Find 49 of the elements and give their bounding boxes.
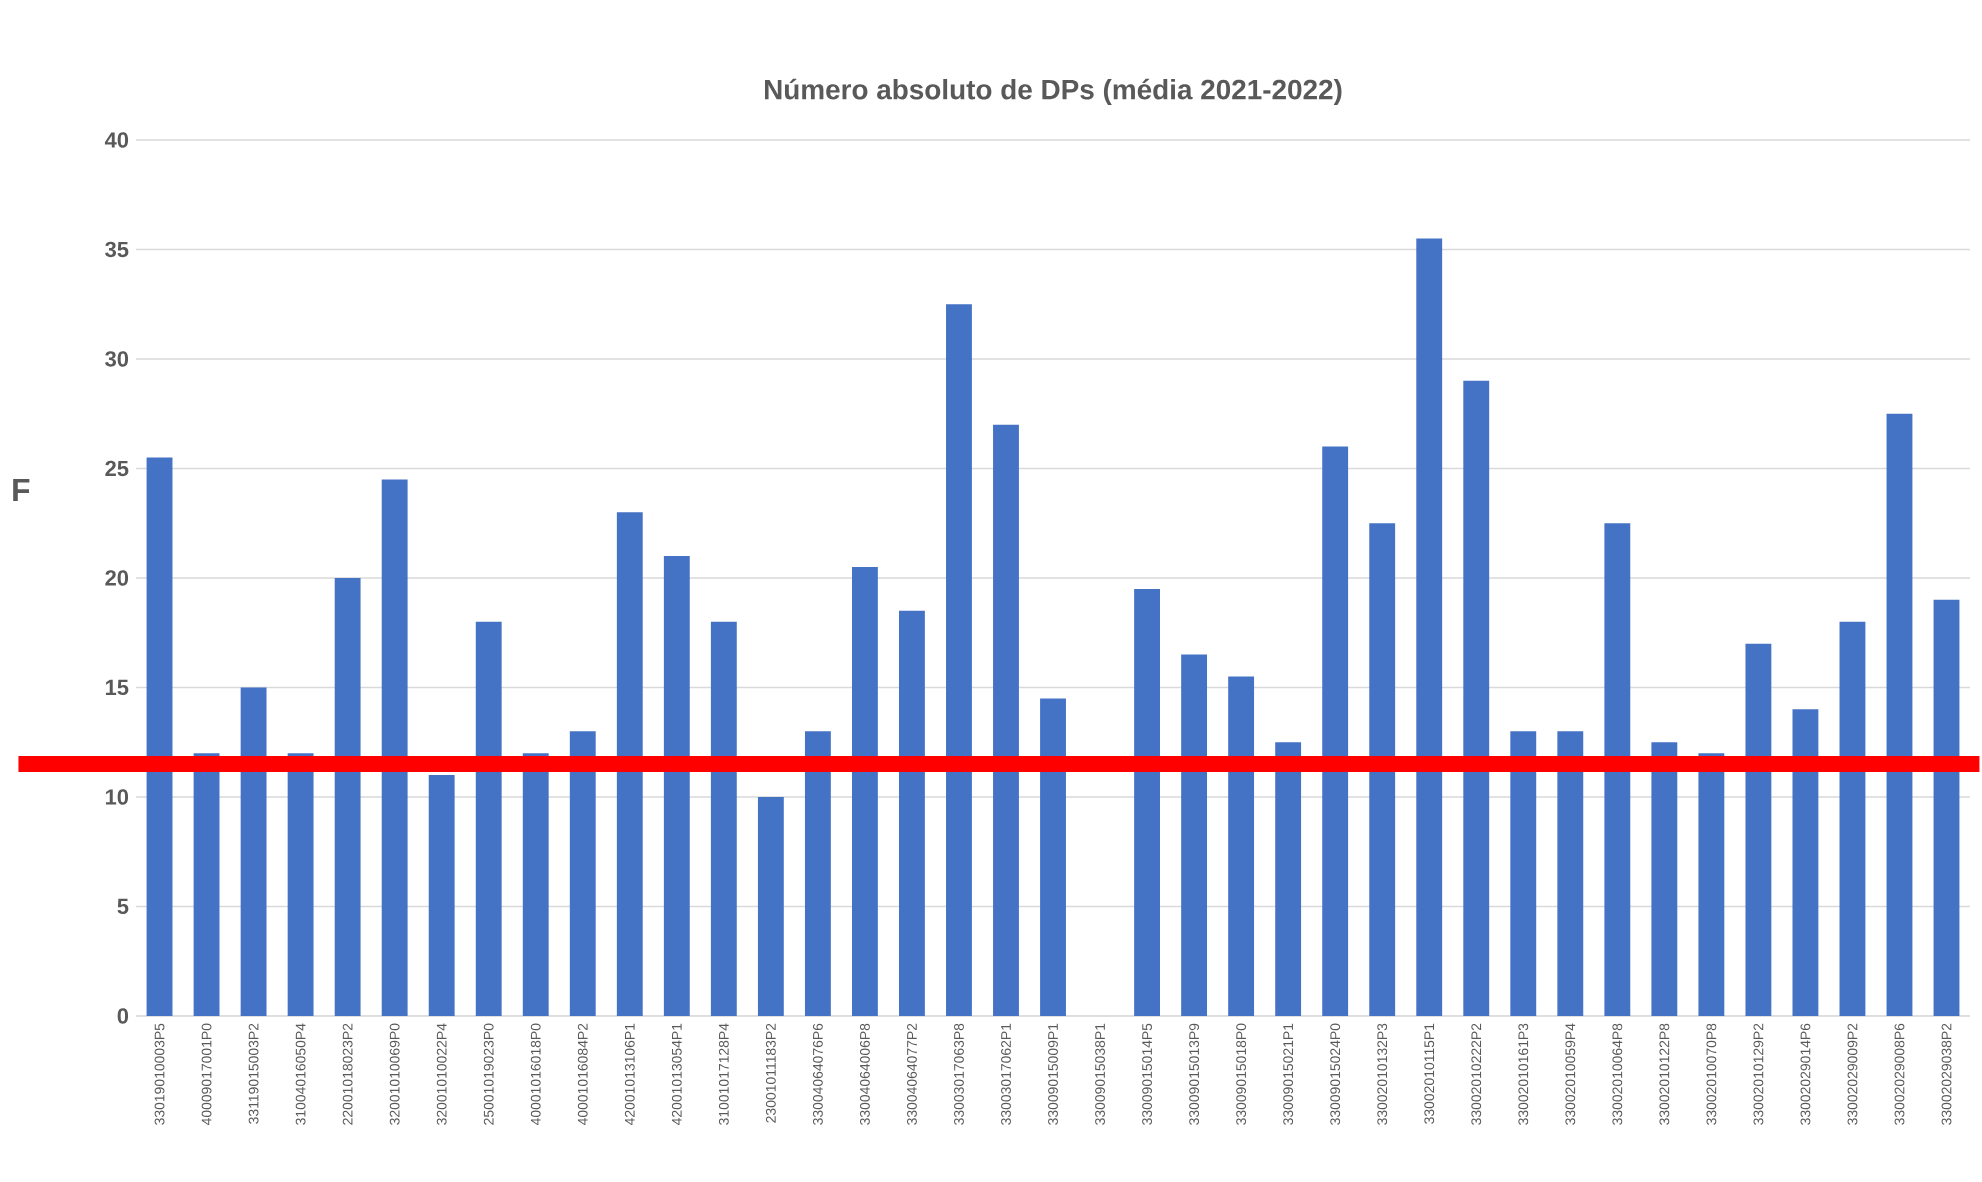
bar	[757, 796, 784, 1016]
bar	[240, 687, 267, 1016]
bar	[1604, 523, 1631, 1016]
bar	[1839, 621, 1866, 1016]
chart-title: Número absoluto de DPs (média 2021-2022)	[765, 78, 1342, 105]
bar	[899, 610, 925, 1016]
bar	[804, 731, 831, 1016]
y-tick-label: 40	[104, 132, 129, 148]
bar	[1369, 523, 1396, 1016]
bar	[381, 479, 408, 1016]
bar	[851, 567, 878, 1016]
bar	[993, 424, 1019, 1016]
bar	[334, 577, 361, 1016]
bar	[1463, 380, 1490, 1016]
bar	[1886, 413, 1913, 1016]
bar	[1275, 742, 1302, 1016]
bar	[1557, 731, 1584, 1016]
bar	[428, 775, 455, 1016]
bar	[569, 731, 596, 1016]
bar	[1698, 753, 1725, 1016]
bar	[1228, 676, 1255, 1016]
bar	[475, 621, 502, 1016]
bar	[1416, 238, 1443, 1016]
y-tick-label: 5	[117, 898, 129, 915]
y-tick-label: 0	[117, 1008, 129, 1024]
y-tick-label: 25	[105, 460, 129, 477]
text: F	[13, 479, 30, 501]
bar	[522, 753, 549, 1016]
bar	[710, 621, 737, 1016]
y-tick-label: 10	[105, 789, 129, 805]
y-tick-label: 15	[105, 679, 129, 696]
bar	[1651, 742, 1678, 1016]
bar	[663, 556, 690, 1016]
bar	[287, 753, 314, 1016]
bar	[1745, 643, 1772, 1016]
bar	[946, 304, 972, 1016]
bar	[1510, 731, 1537, 1016]
y-tick-label: 35	[105, 241, 129, 258]
bar	[193, 753, 220, 1016]
bar	[146, 457, 173, 1016]
bar	[1792, 709, 1819, 1016]
bar	[616, 512, 643, 1016]
bar	[1040, 698, 1066, 1016]
y-tick-label: 20	[105, 570, 129, 586]
bar	[1322, 446, 1349, 1016]
y-tick-label: 30	[105, 351, 129, 367]
bar	[1933, 599, 1960, 1016]
bar	[1134, 588, 1160, 1016]
bar	[1181, 654, 1208, 1016]
